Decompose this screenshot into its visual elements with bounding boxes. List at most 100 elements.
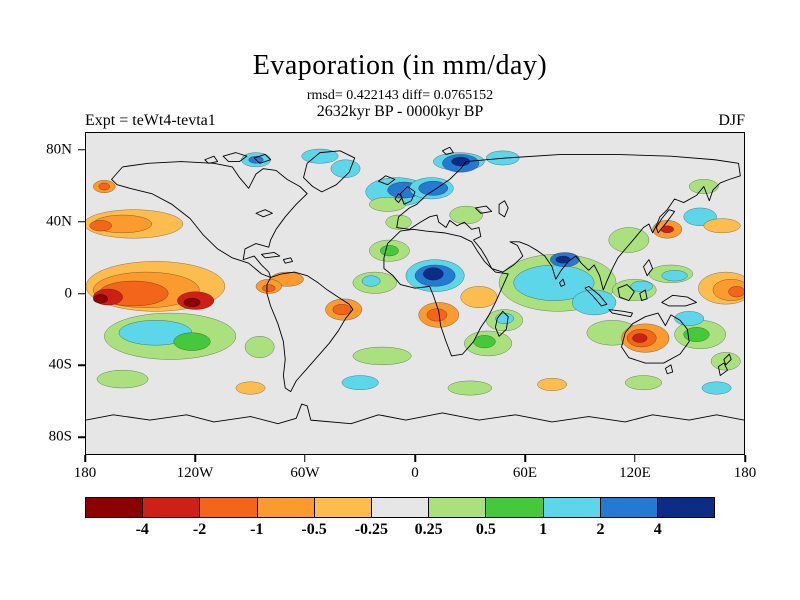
y-tick-mark xyxy=(78,436,85,438)
colorbar-cell xyxy=(371,498,430,517)
colorbar-boundary-label: -4 xyxy=(135,521,149,538)
coastline xyxy=(378,176,394,185)
colorbar-cell xyxy=(143,498,201,517)
x-tick-mark xyxy=(744,455,746,462)
colorbar-boundary-label: -1 xyxy=(250,521,264,538)
anomaly-region xyxy=(386,215,412,229)
colorbar-cell xyxy=(200,498,258,517)
x-tick-label: 60W xyxy=(290,465,320,481)
coastline xyxy=(656,210,674,233)
coastline xyxy=(267,272,353,391)
anomaly-region xyxy=(99,183,110,190)
colorbar-cell xyxy=(429,498,487,517)
y-axis: 80N 40N 0 40S 80S xyxy=(0,132,85,455)
coastline xyxy=(585,286,607,306)
coastline xyxy=(254,154,270,163)
coastline xyxy=(643,260,652,276)
colorbar-cell xyxy=(543,498,601,517)
coastline xyxy=(223,153,247,162)
anomaly-region xyxy=(450,206,483,224)
anomaly-region xyxy=(473,335,495,347)
y-tick-label: 80S xyxy=(48,428,72,445)
anomaly-region xyxy=(728,286,744,297)
y-tick-mark xyxy=(78,364,85,367)
anomaly-region xyxy=(236,382,265,394)
anomaly-region xyxy=(684,327,710,341)
anomaly-region xyxy=(380,245,398,256)
coastline xyxy=(256,210,272,217)
colorbar-cell xyxy=(600,498,658,517)
anomaly-region xyxy=(609,228,649,253)
anomaly-region xyxy=(97,370,148,388)
map-frame xyxy=(85,132,745,455)
coastline xyxy=(442,147,453,154)
coastline xyxy=(622,313,690,363)
coastline xyxy=(475,206,491,213)
coastline xyxy=(283,258,292,263)
anomaly-region xyxy=(184,298,200,307)
anomaly-region xyxy=(572,290,616,315)
x-axis: 180 120W 60W 0 60E 120E 180 xyxy=(74,455,756,489)
anomaly-region xyxy=(419,181,448,195)
x-tick-label: 120E xyxy=(619,465,651,481)
coastline xyxy=(205,156,218,163)
coastline xyxy=(112,162,308,278)
anomaly-region xyxy=(448,381,492,395)
coastline xyxy=(495,311,508,336)
x-tick-mark xyxy=(84,455,86,462)
colorbar-boundary-label: -2 xyxy=(192,521,207,538)
colorbar-cell xyxy=(314,498,372,517)
coastline xyxy=(384,229,508,356)
colorbar-labels: -4 -2 -1 -0.5 -0.25 0.25 0.5 1 2 4 xyxy=(85,521,715,541)
y-tick-label: 80N xyxy=(46,141,72,158)
coastline xyxy=(261,252,279,257)
anomaly-region xyxy=(633,334,648,343)
x-tick-label: 180 xyxy=(733,465,757,481)
anomaly-region xyxy=(342,376,379,390)
anomaly-region xyxy=(631,281,653,292)
anomaly-region xyxy=(537,378,566,390)
anomaly-region xyxy=(675,311,704,325)
x-tick-mark xyxy=(634,455,636,462)
x-tick-mark xyxy=(194,455,196,462)
x-tick-label: 180 xyxy=(73,465,97,481)
anomaly-region xyxy=(711,352,740,370)
x-tick-label: 120W xyxy=(176,465,214,481)
x-tick-label: 0 xyxy=(411,465,419,481)
anomaly-region xyxy=(333,304,351,315)
coastline xyxy=(395,194,402,203)
coastline xyxy=(499,201,508,217)
y-tick-label: 40S xyxy=(48,356,72,373)
anomaly-region xyxy=(174,333,211,351)
y-tick-mark xyxy=(78,220,85,223)
coastline xyxy=(665,365,672,374)
anomaly-region xyxy=(461,286,498,307)
coastline xyxy=(86,404,744,424)
anomaly-region xyxy=(93,294,108,303)
period-line: 2632kyr BP - 0000kyr BP xyxy=(316,103,484,120)
x-tick-mark xyxy=(304,455,306,462)
colorbar-boundary-label: 4 xyxy=(653,521,662,538)
anomaly-region xyxy=(662,270,688,281)
colorbar-cell xyxy=(257,498,315,517)
anomaly-region xyxy=(423,268,443,280)
anomaly-region xyxy=(245,336,274,357)
season-label: DJF xyxy=(718,112,745,129)
coastline xyxy=(397,154,741,290)
colorbar-boundary-label: 0.25 xyxy=(414,521,443,538)
colorbar-cell xyxy=(657,498,715,517)
colorbar-boundary-label: 2 xyxy=(596,521,605,538)
colorbar-cell xyxy=(86,498,144,517)
anomaly-region xyxy=(704,219,741,233)
map-svg xyxy=(86,133,744,454)
x-tick-mark xyxy=(524,455,526,462)
anomaly-region xyxy=(362,276,380,287)
colorbar xyxy=(85,497,715,518)
x-tick-mark xyxy=(414,455,416,462)
colorbar-boundary-label: -0.25 xyxy=(354,521,389,538)
anomaly-region xyxy=(514,265,594,301)
y-tick-mark xyxy=(78,149,85,151)
experiment-label: Expt = teWt4-tevta1 xyxy=(85,112,216,129)
y-tick-label: 0 xyxy=(64,285,73,301)
